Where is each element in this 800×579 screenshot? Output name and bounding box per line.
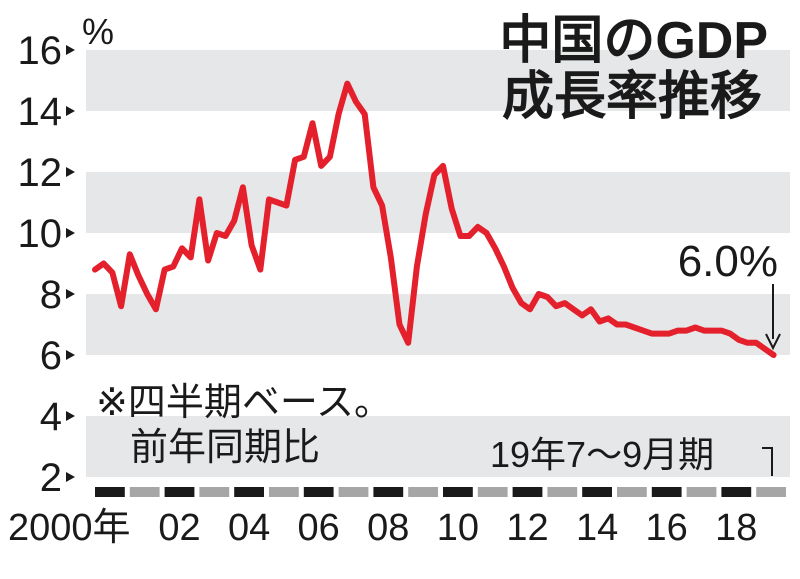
- y-tick-label: 16: [18, 29, 63, 73]
- year-segment: [164, 487, 195, 497]
- year-segment: [651, 487, 682, 497]
- y-tick-label: 4: [40, 395, 62, 439]
- x-tick-label: 06: [298, 507, 340, 549]
- callout-arrowhead: [765, 333, 781, 351]
- note-line1: ※四半期ベース。: [96, 382, 392, 424]
- year-segment: [686, 487, 717, 497]
- grid-bands: [86, 50, 790, 477]
- y-tick-label: 12: [18, 151, 63, 195]
- y-tick-marker: [66, 45, 75, 55]
- series-layer: [92, 80, 777, 358]
- year-segment: [373, 487, 404, 497]
- year-segment: [303, 487, 334, 497]
- x-tick-label: 08: [367, 507, 409, 549]
- year-segment: [408, 487, 438, 497]
- grid-band: [86, 294, 790, 355]
- x-tick-label: 14: [576, 507, 618, 549]
- x-tick-label: 02: [158, 507, 200, 549]
- year-segment: [269, 487, 299, 497]
- period-label: 19年7～9月期: [490, 434, 714, 475]
- note-line2: 前年同期比: [130, 427, 320, 469]
- year-segment: [617, 487, 647, 497]
- grid-band: [86, 172, 790, 233]
- x-tick-label: 16: [646, 507, 688, 549]
- year-segment: [338, 487, 369, 497]
- y-tick-label: 10: [18, 212, 63, 256]
- year-segment: [756, 487, 786, 497]
- year-segment: [547, 487, 578, 497]
- y-tick-marker: [66, 472, 75, 482]
- y-tick-marker: [66, 411, 75, 421]
- y-tick-label: 2: [40, 456, 62, 500]
- year-segment: [512, 487, 543, 497]
- callout-value-label: 6.0%: [678, 237, 778, 286]
- year-segment: [443, 487, 473, 497]
- x-tick-label: 12: [506, 507, 548, 549]
- y-tick-label: 8: [40, 273, 62, 317]
- chart-title-line2: 成長率推移: [502, 68, 762, 126]
- y-tick-marker: [66, 289, 75, 299]
- year-segment: [95, 487, 125, 497]
- x-tick-label: 04: [228, 507, 270, 549]
- year-segment: [234, 487, 264, 497]
- year-bar: [95, 487, 786, 497]
- y-axis-ticks: 2 4 6 8 10 12 14 16: [18, 29, 75, 500]
- period-bracket: [762, 447, 773, 476]
- chart-title-line1: 中国のGDP: [499, 12, 768, 70]
- y-unit-label: %: [82, 11, 114, 52]
- y-tick-label: 6: [40, 334, 62, 378]
- y-tick-marker: [66, 167, 75, 177]
- grid-band: [86, 416, 790, 477]
- year-segment: [477, 487, 508, 497]
- y-tick-label: 14: [18, 90, 63, 134]
- x-axis-ticks: 2000年 02 04 06 08 10 12 14 16 18: [8, 507, 757, 549]
- series-line: [92, 80, 777, 358]
- x-tick-label: 18: [715, 507, 757, 549]
- year-segment: [721, 487, 752, 497]
- year-segment: [582, 487, 612, 497]
- x-tick-label: 2000年: [8, 507, 131, 549]
- y-tick-marker: [66, 228, 75, 238]
- year-segment: [129, 487, 160, 497]
- grid-band: [86, 50, 790, 111]
- x-tick-label: 10: [437, 507, 479, 549]
- y-tick-marker: [66, 106, 75, 116]
- y-tick-marker: [66, 350, 75, 360]
- year-segment: [199, 487, 230, 497]
